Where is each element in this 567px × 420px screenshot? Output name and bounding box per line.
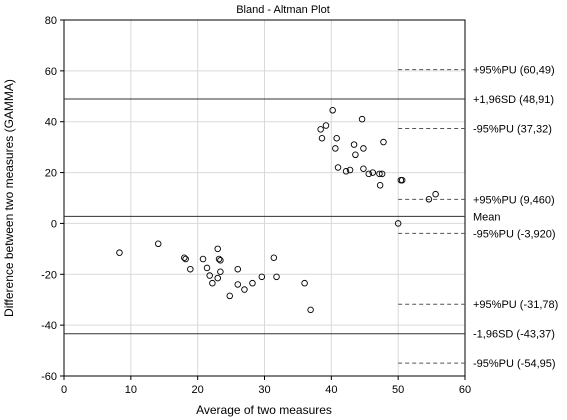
x-tick-label: 30 [258,384,270,396]
data-point [369,169,377,176]
data-point [329,107,336,114]
data-point [318,134,326,142]
data-point [334,164,342,171]
data-point [206,272,213,279]
data-point [273,273,280,281]
y-tick-label: 40 [45,117,57,129]
data-point [332,145,339,152]
data-point [154,240,162,248]
data-point [214,274,221,282]
data-point [432,190,439,198]
data-point [346,166,354,174]
data-point [333,134,340,142]
chart-title: Bland - Altman Plot [236,4,330,16]
data-point [182,255,189,263]
data-point [203,264,211,272]
data-point [350,141,358,148]
data-point [241,286,248,293]
y-tick-label: -60 [41,371,57,383]
data-point [217,268,224,275]
y-axis-ticks: -60 -40 -20 0 20 40 60 80 [41,15,64,383]
data-point [217,257,224,264]
data-point [376,170,383,178]
x-axis-ticks: 0 10 20 30 40 50 60 [61,376,471,396]
data-point [317,126,324,133]
data-point [209,279,216,287]
data-point [358,115,366,123]
data-point [360,165,367,173]
reference-line-label: Mean [473,211,501,223]
data-point [181,254,188,262]
data-point [215,255,223,263]
data-point [307,306,314,314]
data-point [258,273,266,281]
data-point [342,168,350,175]
data-point [394,220,402,227]
limit-line-label: +95%PU (-31,78) [473,299,558,311]
limit-line-label: -95%PU (37,32) [473,124,552,136]
limit-line-label: +95%PU (9,460) [473,194,555,206]
x-tick-label: 40 [325,384,337,396]
data-point [398,176,406,184]
reference-line-label: -1,96SD (-43,37) [473,329,555,341]
data-point [116,249,123,256]
data-point [270,254,278,262]
y-tick-label: 80 [45,15,57,27]
y-tick-label: 0 [51,218,57,230]
y-tick-label: 20 [45,168,57,180]
data-point [249,279,256,287]
data-point [214,245,221,253]
data-point [380,138,387,146]
y-tick-label: -20 [41,269,57,281]
limit-line-label: +95%PU (60,49) [473,65,555,77]
data-point [360,145,367,152]
data-point [234,265,242,273]
data-point [425,196,433,203]
data-point [378,170,386,178]
x-axis-label: Average of two measures [196,403,332,417]
grid-lines [64,20,465,376]
data-point [322,122,330,129]
reference-lines: +1,96SD (48,91) Mean -1,96SD (-43,37) [64,94,555,341]
limit-line-label: -95%PU (-54,95) [473,358,556,370]
y-tick-label: -40 [41,320,57,332]
data-point [234,281,242,288]
x-tick-label: 60 [459,384,471,396]
data-point [199,255,207,263]
reference-line-label: +1,96SD (48,91) [473,94,554,106]
x-tick-label: 50 [392,384,404,396]
data-point [187,265,194,273]
x-tick-label: 10 [125,384,137,396]
data-point [301,279,308,287]
x-tick-label: 20 [192,384,204,396]
data-point [376,182,384,189]
data-points [116,107,439,314]
limit-lines: +95%PU (60,49) -95%PU (37,32) +95%PU (9,46… [398,65,558,370]
x-tick-label: 0 [61,384,67,396]
y-tick-label: 60 [45,66,57,78]
data-point [226,292,233,300]
y-axis-label: Difference between two measures (GAMMA) [2,79,16,317]
data-point [352,151,359,159]
limit-line-label: -95%PU (-3,920) [473,228,556,240]
data-point [365,170,373,178]
